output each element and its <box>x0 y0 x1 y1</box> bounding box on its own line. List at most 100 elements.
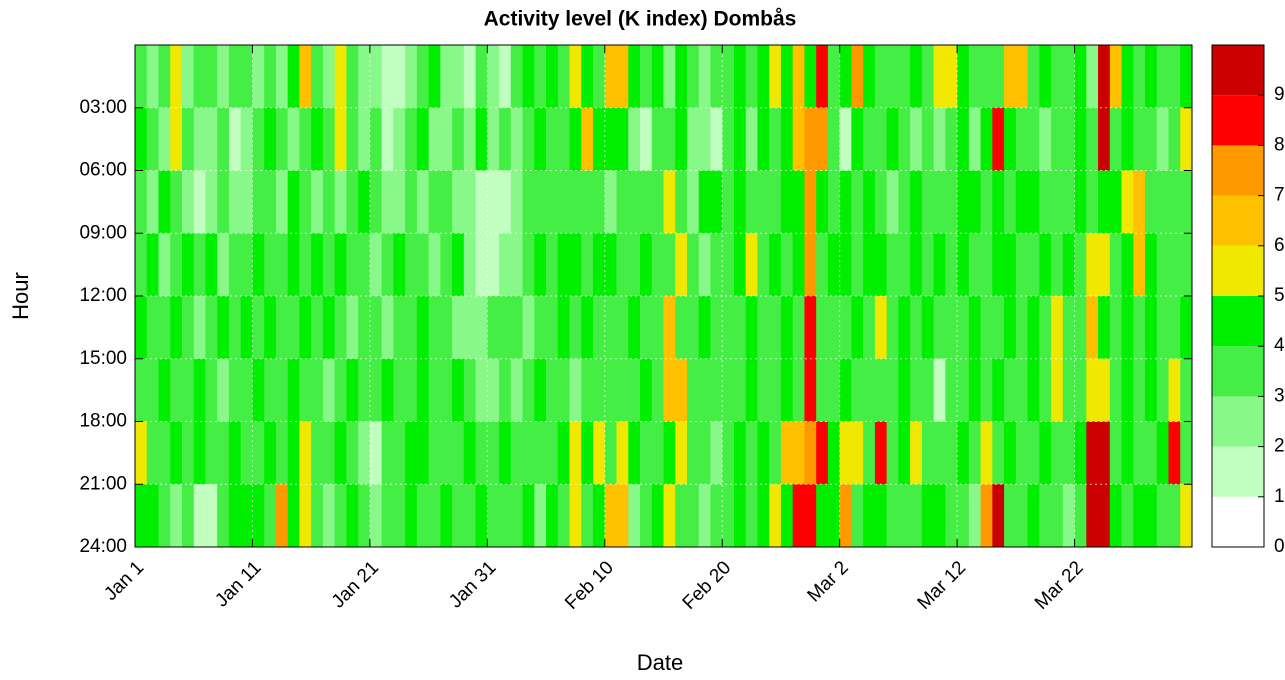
heat-cell <box>1180 358 1193 422</box>
heat-cell <box>1098 233 1111 297</box>
heat-cell <box>322 296 336 360</box>
heat-cell <box>945 484 958 548</box>
heat-cell <box>780 358 794 422</box>
heat-cell <box>381 45 394 109</box>
heat-cell <box>698 233 711 297</box>
heat-cell <box>463 296 476 360</box>
heat-cell <box>346 421 359 485</box>
heat-cell <box>933 107 946 171</box>
heat-cell <box>311 107 324 171</box>
heat-cell <box>616 358 629 422</box>
heat-cell <box>1004 358 1017 422</box>
heat-cell <box>839 484 852 548</box>
heat-cell <box>1180 233 1193 297</box>
heat-cell <box>358 484 371 548</box>
heat-cell <box>968 358 981 422</box>
heat-cell <box>546 484 559 548</box>
heat-cell <box>910 421 923 485</box>
heat-cell <box>780 170 794 234</box>
heat-cell <box>1180 484 1193 548</box>
heat-cell <box>851 358 864 422</box>
heat-cell <box>1145 107 1158 171</box>
heat-cell <box>863 296 876 360</box>
heat-cell <box>487 296 500 360</box>
heat-cell <box>158 484 171 548</box>
heat-cell <box>910 484 923 548</box>
heat-cell <box>757 233 770 297</box>
heat-cell <box>369 45 383 109</box>
heat-cell <box>416 358 430 422</box>
heat-cell <box>1039 107 1052 171</box>
heat-cell <box>1168 233 1181 297</box>
heat-cell <box>228 170 242 234</box>
heat-cell <box>792 296 805 360</box>
heat-cell <box>1109 107 1122 171</box>
heat-cell <box>651 45 664 109</box>
heat-cell <box>358 107 371 171</box>
heat-cell <box>616 170 629 234</box>
heat-cell <box>757 421 770 485</box>
heat-cell <box>992 484 1005 548</box>
heat-cell <box>957 170 970 234</box>
heat-cell <box>499 45 512 109</box>
heat-cell <box>616 233 629 297</box>
heat-cell <box>287 421 300 485</box>
heat-cell <box>322 45 336 109</box>
heat-cell <box>921 233 935 297</box>
heat-cell <box>675 484 688 548</box>
heat-cell <box>804 170 817 234</box>
heat-cell <box>322 107 336 171</box>
heat-cell <box>1156 484 1169 548</box>
heat-cell <box>957 421 970 485</box>
heat-cell <box>1062 421 1075 485</box>
heat-cell <box>769 296 782 360</box>
heat-cell <box>745 107 758 171</box>
heat-cell <box>1015 107 1028 171</box>
heat-cell <box>499 170 512 234</box>
heat-cell <box>287 233 300 297</box>
heat-cell <box>968 107 981 171</box>
heat-cell <box>769 484 782 548</box>
heat-cell <box>158 296 171 360</box>
heat-cell <box>322 233 336 297</box>
heat-cell <box>710 421 723 485</box>
heat-cell <box>1156 170 1169 234</box>
heat-cell <box>910 358 923 422</box>
heat-cell <box>452 296 465 360</box>
heat-cell <box>1062 233 1075 297</box>
heat-cell <box>463 421 476 485</box>
heat-cell <box>170 484 183 548</box>
heat-cell <box>745 358 758 422</box>
heat-cell <box>957 296 970 360</box>
heat-cell <box>686 421 700 485</box>
heat-cell <box>1015 484 1028 548</box>
heat-cell <box>886 107 899 171</box>
heat-cell <box>546 170 559 234</box>
heat-cell <box>264 484 277 548</box>
heat-cell <box>181 107 195 171</box>
heat-cell <box>440 296 453 360</box>
heat-cell <box>1004 296 1017 360</box>
heat-cell <box>228 296 242 360</box>
heat-cell <box>416 170 430 234</box>
heat-cell <box>252 170 265 234</box>
heat-cell <box>499 296 512 360</box>
x-tick-label: Jan 11 <box>211 557 265 611</box>
heat-cell <box>980 233 993 297</box>
heat-cell <box>1168 107 1181 171</box>
heat-cell <box>499 358 512 422</box>
heat-cell <box>534 170 547 234</box>
heat-cell <box>1074 484 1087 548</box>
heat-cell <box>663 296 676 360</box>
heat-cell <box>945 358 958 422</box>
heat-cell <box>1051 170 1064 234</box>
heat-cell <box>874 296 888 360</box>
heat-cell <box>874 45 888 109</box>
heat-cell <box>1039 421 1052 485</box>
heat-cell <box>980 296 993 360</box>
heat-cell <box>440 45 453 109</box>
heat-cell <box>299 296 312 360</box>
heat-cell <box>405 170 418 234</box>
heat-cell <box>193 233 206 297</box>
heat-cell <box>722 296 735 360</box>
